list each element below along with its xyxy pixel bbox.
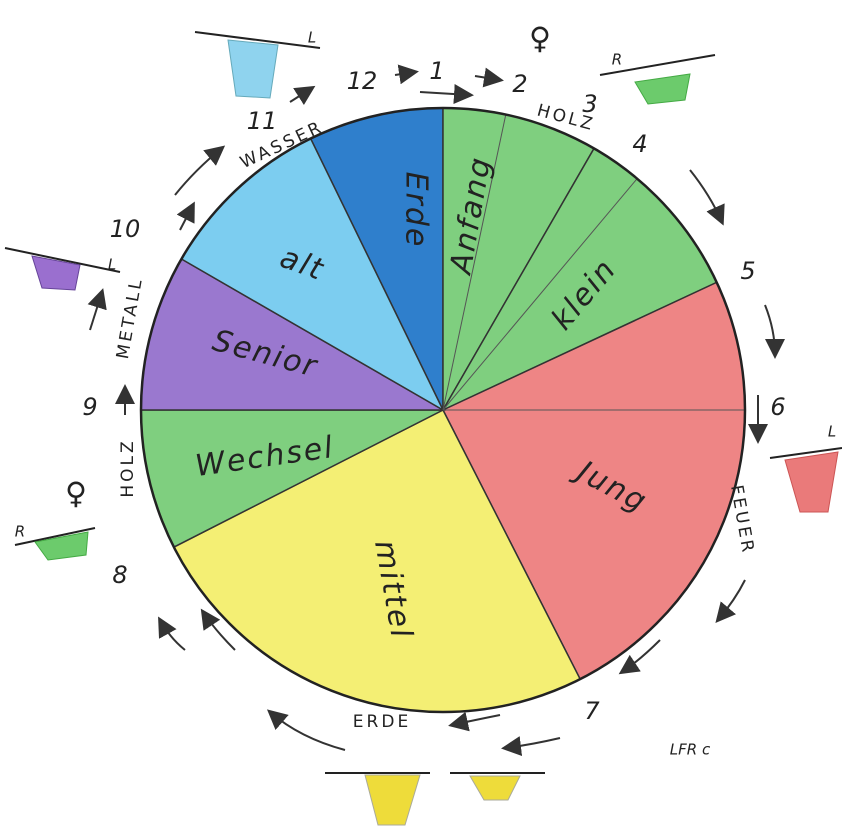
segment-label: Erde bbox=[399, 172, 434, 249]
flag bbox=[365, 775, 420, 825]
diagram: ErdeAnfangkleinJungmittelWechselSenioral… bbox=[0, 0, 842, 828]
flag-letter: R bbox=[15, 523, 25, 541]
hour-label: 2 bbox=[512, 70, 527, 98]
flag-letter: L bbox=[828, 423, 836, 441]
arrow bbox=[420, 92, 470, 95]
hour-label: 10 bbox=[110, 215, 141, 243]
flag-letter: R bbox=[612, 51, 622, 69]
element-label: HOLZ bbox=[118, 438, 138, 497]
element-label: FEUER bbox=[726, 484, 758, 557]
venus-symbol: ♀ bbox=[65, 477, 87, 512]
flag-letter: L bbox=[308, 29, 316, 47]
arrow bbox=[290, 88, 312, 102]
flag bbox=[635, 74, 690, 104]
arrow bbox=[718, 580, 745, 620]
arrow bbox=[90, 292, 102, 330]
flag bbox=[228, 40, 278, 98]
arrow bbox=[765, 305, 775, 355]
hour-label: 4 bbox=[632, 130, 647, 158]
hour-label: 8 bbox=[112, 561, 127, 589]
arrow bbox=[475, 76, 500, 80]
arrow bbox=[175, 148, 222, 195]
hour-label: 9 bbox=[82, 393, 97, 421]
hour-label: 12 bbox=[347, 67, 378, 95]
flag bbox=[785, 452, 838, 512]
flag bbox=[35, 532, 88, 560]
signature: LFR c bbox=[670, 741, 711, 759]
hour-label: 11 bbox=[247, 107, 278, 135]
wheel bbox=[141, 108, 745, 712]
hour-label: 6 bbox=[770, 393, 785, 421]
hour-label: 1 bbox=[429, 57, 444, 85]
element-label: METALL bbox=[113, 275, 147, 360]
arrow bbox=[395, 72, 415, 75]
arrow bbox=[452, 715, 500, 725]
hour-label: 5 bbox=[740, 257, 755, 285]
arrow bbox=[180, 205, 193, 230]
flag bbox=[32, 256, 80, 290]
arrow bbox=[690, 170, 722, 222]
arrow bbox=[505, 738, 560, 748]
venus-symbol: ♀ bbox=[529, 22, 551, 57]
arrow bbox=[270, 712, 345, 750]
hour-label: 7 bbox=[584, 697, 600, 725]
arrow bbox=[160, 620, 185, 650]
flag bbox=[470, 776, 520, 800]
element-label: ERDE bbox=[353, 712, 411, 732]
